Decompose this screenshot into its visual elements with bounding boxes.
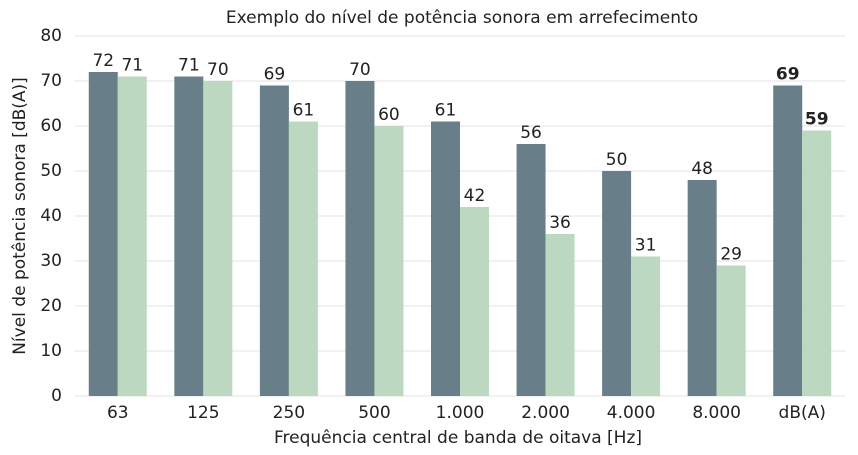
value-label: 50 [606,150,628,170]
x-tick-label: 63 [107,403,129,423]
bar [516,144,546,396]
value-label: 48 [691,159,713,179]
bar [460,207,489,396]
bar [174,76,204,396]
bar [203,81,233,396]
value-label: 61 [435,101,457,121]
y-tick-label: 10 [40,341,62,361]
y-tick-label: 0 [51,386,62,406]
bar [288,121,318,396]
value-label: 29 [720,245,742,265]
x-axis-label: Frequência central de banda de oitava [H… [274,428,642,448]
x-tick-label: dB(A) [779,403,826,423]
x-tick-label: 125 [187,403,219,423]
y-tick-label: 40 [40,206,62,226]
bar [687,180,717,396]
bar [773,85,803,396]
value-label: 36 [549,213,571,233]
bar [88,72,118,396]
y-axis-label: Nível de potência sonora [dB(A)] [10,77,30,355]
x-tick-label: 1.000 [436,403,485,423]
bar [602,171,632,396]
value-label: 72 [92,51,114,71]
value-label: 61 [293,101,315,121]
value-label: 59 [805,110,829,130]
y-tick-label: 20 [40,296,62,316]
bar [802,130,832,396]
bar [117,76,147,396]
bar [374,126,404,396]
x-tick-label: 2.000 [521,403,570,423]
bar [259,85,289,396]
x-tick-label: 8.000 [692,403,741,423]
y-tick-label: 30 [40,251,62,271]
bar [631,256,661,396]
y-tick-label: 80 [40,26,62,46]
bar [545,234,575,396]
x-tick-label: 4.000 [607,403,656,423]
bar [431,121,460,396]
y-tick-label: 50 [40,161,62,181]
value-label: 42 [464,186,486,206]
chart-title: Exemplo do nível de potência sonora em a… [226,8,698,28]
value-label: 60 [378,105,400,125]
value-label: 71 [178,56,200,76]
value-label: 70 [207,60,229,80]
x-tick-label: 250 [273,403,305,423]
value-label: 69 [264,65,286,85]
y-tick-label: 70 [40,71,62,91]
value-label: 70 [349,60,371,80]
value-label: 69 [776,65,800,85]
value-label: 71 [121,56,143,76]
y-tick-label: 60 [40,116,62,136]
bar [345,81,375,396]
x-tick-label: 500 [358,403,390,423]
value-label: 31 [635,236,657,256]
value-label: 56 [520,123,542,143]
bar [716,265,746,396]
